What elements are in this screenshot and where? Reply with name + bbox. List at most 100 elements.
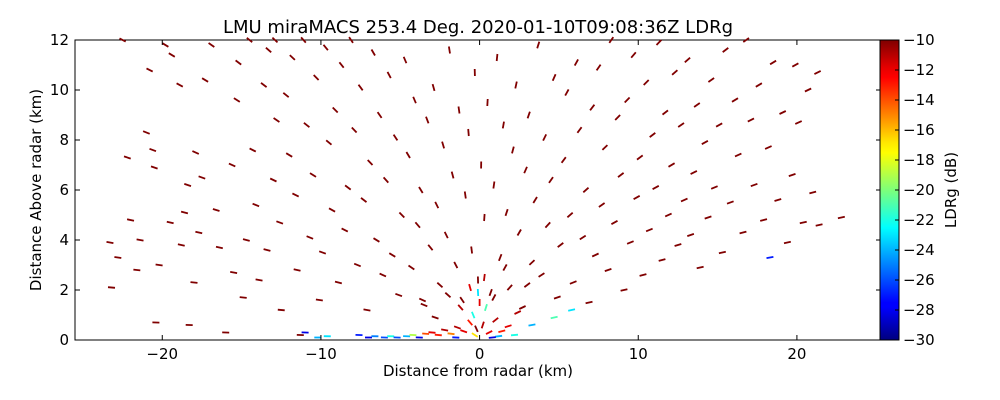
- data-point: [791, 62, 799, 68]
- data-point: [351, 126, 358, 134]
- data-point: [488, 336, 496, 339]
- y-axis-ticks: 0 2 4 6 8 10 12: [50, 31, 881, 349]
- data-point: [608, 36, 615, 44]
- data-point: [388, 252, 396, 258]
- data-point: [239, 296, 247, 299]
- data-point: [643, 79, 650, 86]
- data-point: [106, 241, 114, 244]
- data-point: [468, 283, 472, 292]
- data-point: [523, 282, 531, 288]
- data-point: [514, 310, 522, 315]
- data-point: [453, 325, 462, 330]
- data-point: [516, 229, 522, 236]
- data-point: [146, 67, 154, 73]
- data-point: [598, 202, 606, 208]
- data-point: [766, 256, 774, 259]
- data-point: [557, 242, 564, 248]
- data-point: [783, 240, 791, 245]
- data-point: [457, 106, 461, 114]
- data-point: [582, 187, 590, 193]
- data-point: [155, 263, 163, 267]
- data-point: [161, 42, 169, 48]
- data-point: [463, 191, 467, 199]
- data-point: [422, 332, 430, 335]
- colorbar-tick-label: −16: [903, 121, 935, 139]
- colorbar-ticks: −10 −12 −14 −16 −18 −20 −22 −24 −26 −28 −30: [895, 31, 935, 349]
- data-marks: [106, 36, 845, 339]
- data-point: [123, 155, 131, 160]
- data-point: [633, 195, 641, 200]
- colorbar-tick-label: −24: [903, 241, 935, 259]
- data-point: [444, 292, 452, 298]
- data-point: [624, 96, 631, 104]
- x-axis-label: Distance from radar (km): [383, 362, 573, 380]
- data-point: [285, 152, 293, 158]
- data-point: [460, 329, 468, 334]
- data-point: [759, 218, 768, 222]
- data-point: [386, 71, 392, 79]
- data-point: [630, 51, 637, 59]
- colorbar-tick-label: −10: [903, 31, 935, 49]
- data-point: [794, 120, 803, 125]
- data-point: [544, 221, 551, 229]
- colorbar-tick-label: −20: [903, 181, 935, 199]
- data-point: [414, 221, 421, 229]
- data-point: [560, 156, 567, 164]
- data-point: [636, 154, 644, 161]
- data-point: [353, 262, 362, 268]
- data-point: [514, 81, 518, 89]
- data-point: [457, 304, 464, 311]
- data-point: [693, 102, 701, 108]
- data-point: [150, 165, 158, 170]
- data-point: [447, 332, 455, 336]
- data-point: [357, 84, 364, 91]
- data-point: [480, 321, 485, 329]
- data-point: [325, 139, 333, 146]
- data-point: [363, 308, 371, 312]
- data-point: [837, 215, 845, 220]
- data-point: [450, 171, 455, 179]
- data-point: [198, 175, 206, 180]
- data-point: [671, 69, 678, 76]
- data-point: [658, 258, 666, 262]
- data-point: [190, 281, 198, 284]
- data-point: [133, 268, 141, 272]
- data-point: [750, 182, 758, 188]
- data-point: [168, 52, 176, 58]
- data-point: [483, 213, 486, 222]
- data-point: [492, 317, 499, 323]
- data-point: [341, 227, 349, 233]
- data-point: [707, 77, 715, 83]
- x-tick-label: −20: [146, 345, 178, 363]
- data-point: [233, 97, 241, 103]
- data-point: [291, 192, 300, 198]
- data-point: [471, 332, 479, 338]
- data-point: [510, 333, 519, 337]
- data-point: [367, 159, 374, 166]
- x-tick-label: 10: [629, 345, 648, 363]
- data-point: [485, 330, 493, 335]
- data-point: [764, 145, 772, 150]
- data-point: [249, 147, 257, 153]
- data-point: [405, 151, 411, 159]
- colorbar-tick-label: −14: [903, 91, 935, 109]
- data-point: [566, 212, 574, 218]
- data-point: [492, 181, 496, 189]
- data-point: [126, 218, 135, 222]
- data-point: [376, 111, 383, 119]
- data-point: [192, 150, 200, 155]
- data-point: [443, 231, 449, 239]
- data-point: [328, 207, 336, 213]
- data-point: [392, 134, 399, 141]
- chart-title: LMU miraMACS 253.4 Deg. 2020-01-10T09:08…: [223, 17, 733, 38]
- data-point: [491, 293, 497, 302]
- data-point: [755, 82, 763, 88]
- data-point: [504, 208, 509, 217]
- data-point: [528, 323, 536, 327]
- data-point: [579, 234, 587, 241]
- data-point: [684, 57, 691, 63]
- y-tick-label: 12: [50, 31, 69, 49]
- data-point: [498, 329, 506, 333]
- data-point: [119, 37, 127, 43]
- data-point: [306, 235, 314, 240]
